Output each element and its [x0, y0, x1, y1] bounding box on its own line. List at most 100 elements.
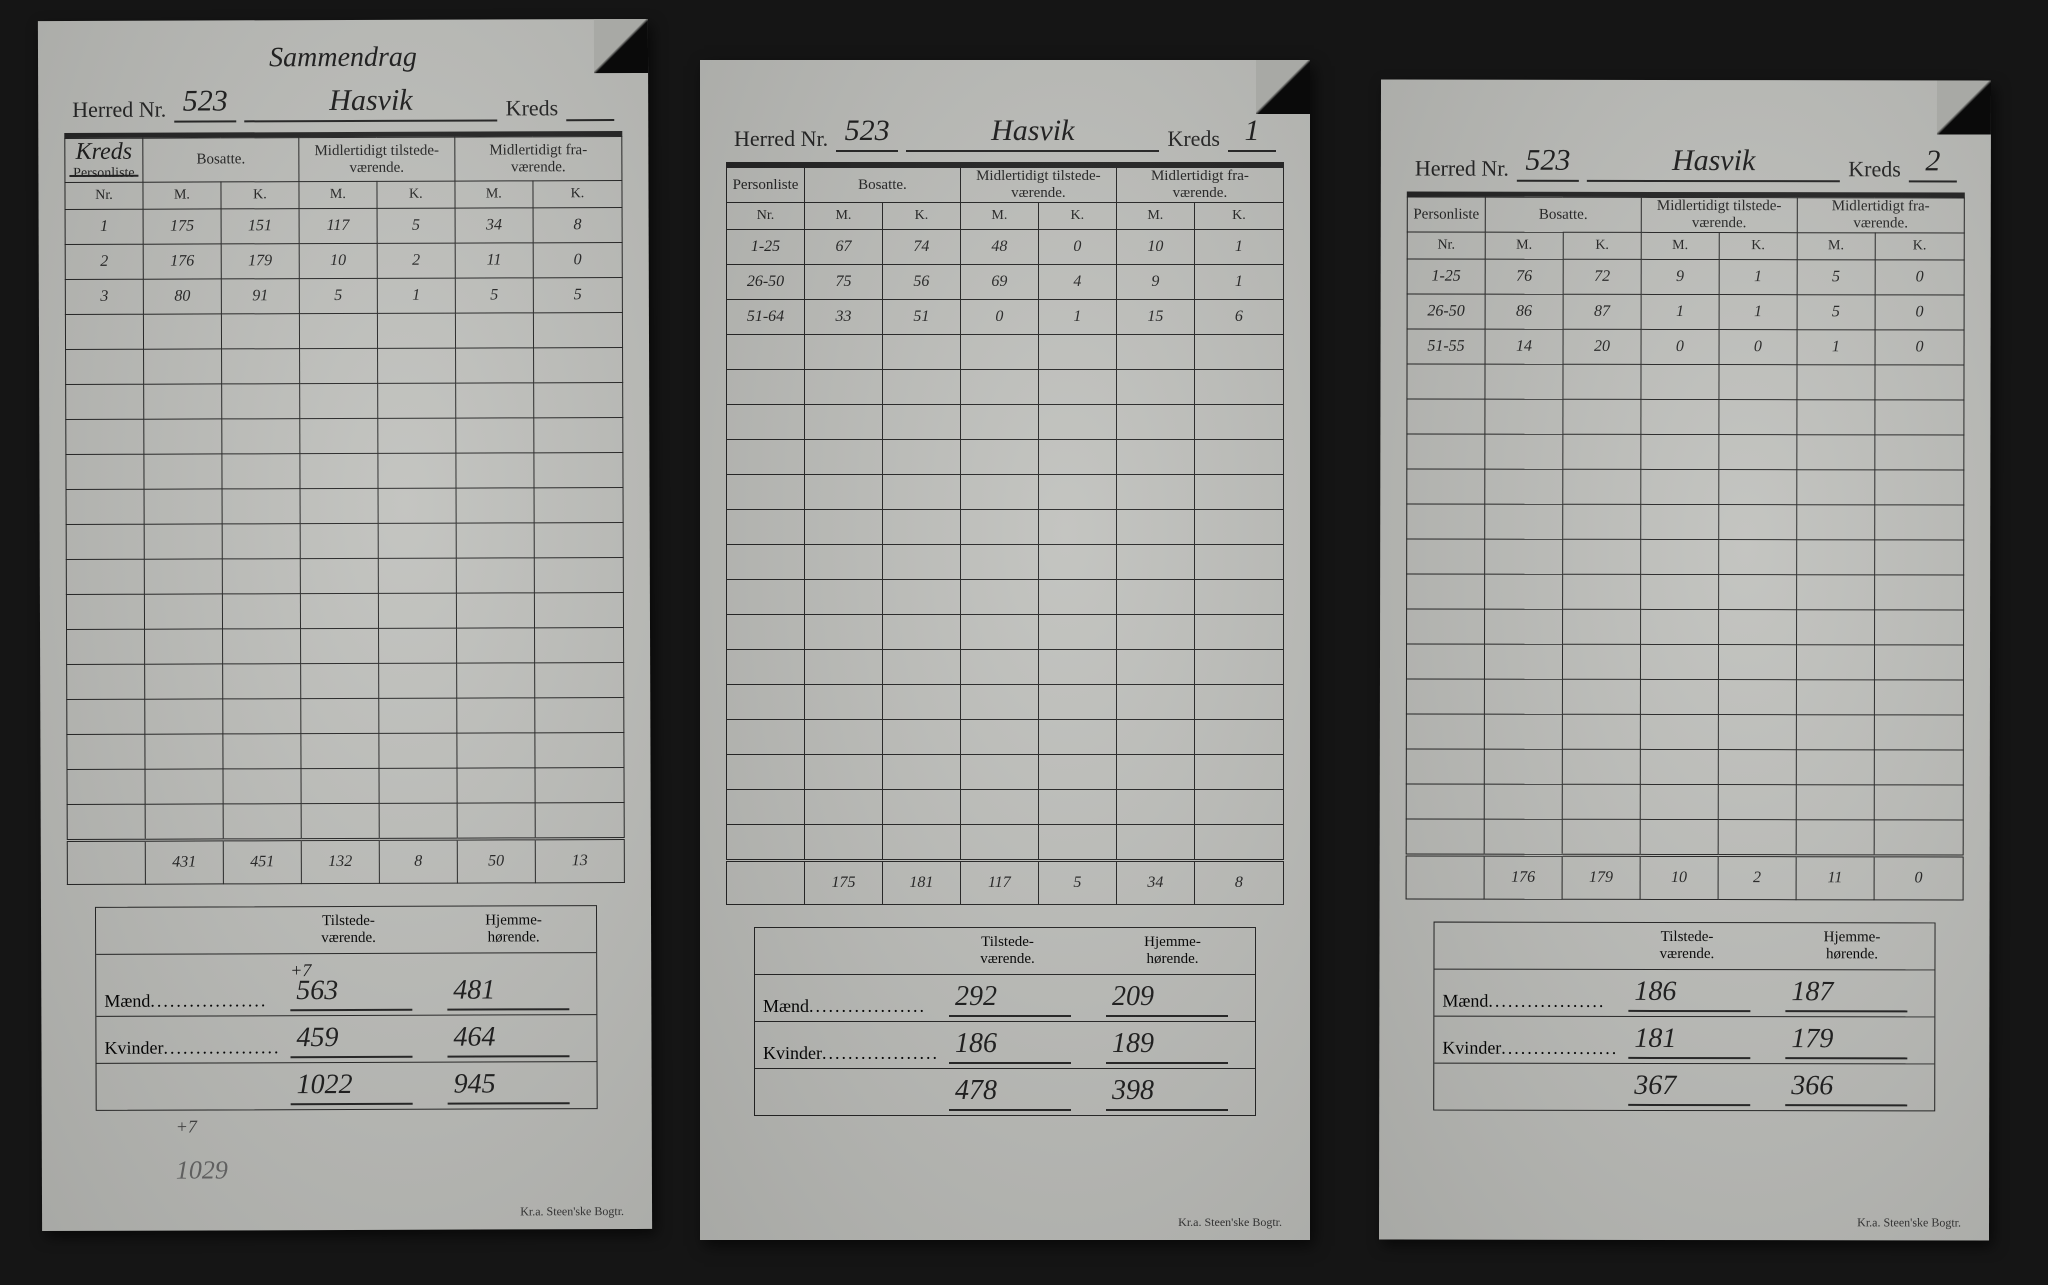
- table-row-empty: [727, 335, 1284, 370]
- table-row: 2176179102110: [65, 243, 622, 280]
- table-row-empty: [1407, 504, 1964, 540]
- cell-mfm: 15: [1116, 300, 1194, 335]
- kreds-nr: [566, 117, 614, 121]
- table-row: 11751511175348: [65, 208, 622, 245]
- cell-mfm: 1: [1797, 330, 1875, 365]
- table-row-empty: [66, 593, 623, 630]
- sheet3-header: Herred Nr. 523 Hasvik Kreds 2: [1415, 144, 1957, 183]
- col-bosatte: Bosatte.: [804, 168, 960, 203]
- table-row-empty: [67, 663, 624, 700]
- cell-bm: 14: [1485, 329, 1563, 364]
- cell-bk: 91: [221, 279, 299, 314]
- col-mf: Midlertidigt fra- værende.: [1116, 168, 1283, 203]
- cell-mtm: 5: [299, 278, 377, 313]
- cell-mfk: 5: [533, 278, 622, 313]
- cell-bm: 86: [1485, 294, 1563, 329]
- cell-nr: 2: [65, 244, 143, 279]
- kv-hh: 189: [1106, 1028, 1228, 1064]
- sub-nr: Nr.: [727, 203, 805, 230]
- table-row-empty: [727, 510, 1284, 545]
- cell-mfk: 1: [1194, 265, 1283, 300]
- cell-mtk: 0: [1719, 330, 1797, 365]
- tot-mtm: 132: [301, 839, 379, 883]
- sheet3-table: Personliste Bosatte. Midlertidigt tilste…: [1406, 197, 1965, 901]
- table-row-empty: [1406, 784, 1963, 820]
- table-row-empty: [67, 803, 624, 841]
- tot-mtk: 8: [379, 839, 457, 883]
- herred-nr: 523: [174, 84, 236, 122]
- kreds-label: Kreds: [65, 139, 142, 166]
- table-row-empty: [1406, 644, 1963, 680]
- census-sheet-kreds2: Herred Nr. 523 Hasvik Kreds 2 Personlist…: [1379, 79, 1991, 1240]
- cell-mfk: 6: [1194, 300, 1283, 335]
- table-row-empty: [727, 580, 1284, 615]
- table-row-empty: [1406, 679, 1963, 715]
- census-sheet-summary: Sammendrag Herred Nr. 523 Hasvik Kreds K…: [38, 19, 652, 1231]
- table-row-empty: [727, 790, 1284, 825]
- census-sheet-kreds1: Herred Nr. 523 Hasvik Kreds 1 Personlist…: [700, 60, 1310, 1240]
- kv-hh: 464: [447, 1021, 569, 1057]
- table-row: 51-64335101156: [727, 300, 1284, 335]
- sub-k: K.: [221, 182, 299, 209]
- table-row: 1-256774480101: [727, 230, 1284, 265]
- summary-box: Tilstede- værende. Hjemme- hørende. Mænd…: [754, 927, 1256, 1116]
- tot-bk: 451: [223, 840, 301, 884]
- cell-mfm: 5: [455, 278, 533, 313]
- cell-mtk: 1: [1719, 295, 1797, 330]
- table-row-empty: [727, 720, 1284, 755]
- cell-mfk: 0: [1875, 295, 1964, 330]
- table-row-empty: [727, 755, 1284, 790]
- summary-box: Tilstede- værende. Hjemme- hørende. Mænd…: [95, 905, 598, 1111]
- kreds-nr: 2: [1909, 144, 1957, 182]
- table-row-empty: [1406, 749, 1963, 785]
- sheet1-table: Kreds Personliste Bosatte. Midlertidigt …: [64, 136, 625, 885]
- table-row-empty: [66, 348, 623, 385]
- totals-row: 176 179 10 2 11 0: [1406, 855, 1963, 900]
- cell-nr: 26-50: [1407, 294, 1485, 329]
- printer-imprint: Kr.a. Steen'ske Bogtr.: [520, 1204, 624, 1219]
- herred-nr: 523: [836, 114, 898, 152]
- cell-mtm: 48: [960, 230, 1038, 265]
- sum-hh: 398: [1106, 1075, 1228, 1111]
- table-row: 26-5086871150: [1407, 294, 1964, 330]
- sub-m: M.: [143, 182, 221, 209]
- kv-tv: 181: [1628, 1023, 1750, 1059]
- cell-mfm: 5: [1797, 260, 1875, 295]
- col-mt: Midlertidigt tilstede- værende.: [299, 137, 455, 182]
- sheet2-header: Herred Nr. 523 Hasvik Kreds 1: [734, 114, 1276, 152]
- maend-hh: 481: [447, 974, 569, 1010]
- maend-tv: 563: [290, 975, 412, 1011]
- cell-bm: 75: [804, 265, 882, 300]
- cell-mfk: 1: [1194, 230, 1283, 265]
- tot-bm: 431: [145, 840, 223, 884]
- cell-mfm: 34: [455, 208, 533, 243]
- table-row-empty: [1407, 574, 1964, 610]
- col-tv: Tilstede- værende.: [266, 907, 431, 954]
- table-row-empty: [727, 685, 1284, 720]
- col-personliste: Personliste: [727, 168, 805, 203]
- table-row-empty: [66, 558, 623, 595]
- cell-mfm: 10: [1116, 230, 1194, 265]
- extra-note-2: 1029: [176, 1154, 638, 1186]
- table-row-empty: [727, 650, 1284, 685]
- cell-bk: 151: [221, 209, 299, 244]
- cell-bk: 87: [1563, 294, 1641, 329]
- table-row-empty: [66, 383, 623, 420]
- table-row-empty: [727, 440, 1284, 475]
- cell-mfk: 0: [533, 243, 622, 278]
- cell-nr: 3: [65, 279, 143, 314]
- cell-mtk: 0: [1038, 230, 1116, 265]
- cell-mfm: 5: [1797, 295, 1875, 330]
- cell-nr: 51-55: [1407, 329, 1485, 364]
- table-row-empty: [727, 405, 1284, 440]
- totals-row: 431 451 132 8 50 13: [67, 839, 624, 885]
- table-row-empty: [727, 545, 1284, 580]
- cell-bk: 51: [882, 300, 960, 335]
- cell-mtm: 117: [299, 208, 377, 243]
- table-row-empty: [727, 475, 1284, 510]
- herred-name: Hasvik: [244, 83, 498, 122]
- personliste-struck: Personliste: [65, 166, 142, 182]
- table-row: 380915155: [65, 278, 622, 315]
- sum-tv: 478: [949, 1075, 1071, 1111]
- cell-mtk: 5: [377, 208, 455, 243]
